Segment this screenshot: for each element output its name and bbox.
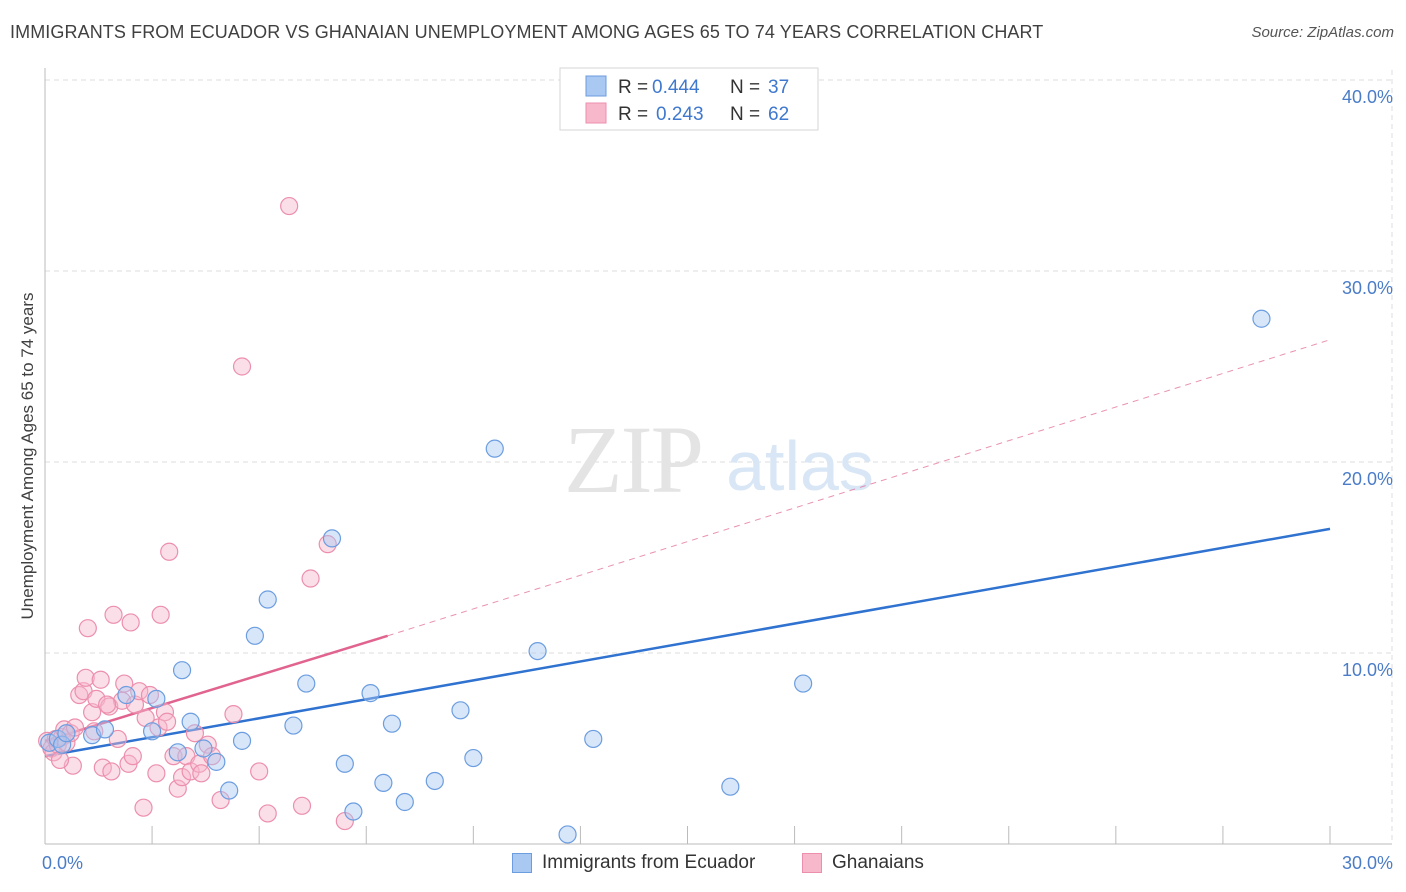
point-ghanaians <box>157 712 177 731</box>
point-ghanaians <box>108 729 127 749</box>
legend-swatch-pink <box>585 102 607 124</box>
legend-swatch-blue <box>585 75 607 97</box>
point-ecuador <box>382 714 402 733</box>
point-ghanaians <box>185 724 205 743</box>
point-ecuador <box>220 781 239 800</box>
x-tick-label: 30.0% <box>1342 853 1393 873</box>
point-ecuador <box>297 674 316 693</box>
point-ecuador <box>284 716 303 735</box>
point-ghanaians <box>151 605 170 624</box>
point-ghanaians <box>98 695 117 714</box>
point-ghanaians <box>134 798 153 817</box>
bottom-legend-item-ecuador: Immigrants from Ecuador <box>512 852 755 874</box>
bottom-legend-label: Ghanaians <box>832 852 924 873</box>
tick-labels: 10.0% 20.0% 30.0% 40.0% 0.0% 30.0% <box>42 87 1393 873</box>
trend-lines <box>44 339 1331 758</box>
watermark-zip: ZIP <box>564 406 702 513</box>
legend-r-value-blue: 0.444 <box>652 77 700 98</box>
point-ecuador <box>142 722 162 741</box>
bottom-legend-swatch-pink <box>802 853 822 873</box>
point-ghanaians <box>76 668 95 687</box>
watermark: ZIP atlas <box>564 406 874 513</box>
point-ghanaians <box>301 569 320 588</box>
point-ecuador <box>172 661 192 680</box>
y-tick-label: 40.0% <box>1342 87 1393 107</box>
point-ecuador <box>258 590 277 609</box>
point-ghanaians <box>258 804 277 823</box>
legend-n-label: N = <box>730 104 760 125</box>
point-ecuador <box>584 729 603 749</box>
point-ghanaians <box>121 613 140 632</box>
legend-n-value-blue: 37 <box>768 77 789 98</box>
point-ghanaians <box>232 357 252 376</box>
point-ghanaians <box>280 196 299 216</box>
legend-box: R = 0.444 N = 37 R = 0.243 N = 62 <box>559 67 819 131</box>
bottom-legend-swatch-blue <box>512 853 532 873</box>
point-ghanaians <box>93 758 112 777</box>
point-ecuador <box>57 724 76 743</box>
point-ghanaians <box>83 703 102 722</box>
legend-r-label: R = <box>618 104 648 125</box>
point-ecuador <box>147 689 166 708</box>
point-ghanaians <box>123 747 142 766</box>
point-ghanaians <box>250 762 269 781</box>
point-ghanaians <box>115 674 134 693</box>
point-ghanaians <box>160 542 179 561</box>
trend-line-ghanaians <box>44 634 389 743</box>
point-ecuador <box>721 777 740 796</box>
bottom-legend-item-ghanaians: Ghanaians <box>802 852 924 874</box>
point-ecuador <box>1252 309 1271 328</box>
point-ecuador <box>95 720 115 739</box>
trend-line-ecuador <box>44 527 1331 758</box>
point-ecuador <box>53 735 72 754</box>
point-ghanaians <box>104 605 123 624</box>
bottom-legend: Immigrants from Ecuador Ghanaians <box>0 852 1406 878</box>
point-ecuador <box>322 529 342 548</box>
point-ecuador <box>232 731 252 750</box>
point-ecuador <box>558 825 577 844</box>
legend-n-label: N = <box>730 77 760 98</box>
legend-r-value-pink: 0.243 <box>656 104 704 125</box>
point-ecuador <box>395 792 414 812</box>
point-ghanaians <box>192 764 211 783</box>
data-points <box>38 196 1271 844</box>
source-label: Source: ZipAtlas.com <box>1251 24 1394 41</box>
x-tick-label: 0.0% <box>42 853 83 873</box>
point-ecuador <box>168 743 187 762</box>
point-ecuador <box>344 802 363 821</box>
y-tick-label: 30.0% <box>1342 278 1393 298</box>
axes <box>44 68 1392 845</box>
point-ecuador <box>374 773 393 792</box>
point-ecuador <box>335 754 354 773</box>
legend-n-value-pink: 62 <box>768 104 789 125</box>
point-ecuador <box>207 752 226 771</box>
point-ecuador <box>194 739 213 758</box>
watermark-atlas: atlas <box>726 427 874 505</box>
point-ecuador <box>245 626 264 645</box>
point-ghanaians <box>224 705 243 724</box>
point-ecuador <box>794 674 813 693</box>
point-ecuador <box>181 712 200 731</box>
legend-r-label: R = <box>618 77 648 98</box>
y-tick-label: 20.0% <box>1342 469 1393 489</box>
point-ecuador <box>361 684 380 703</box>
point-ghanaians <box>168 779 187 798</box>
bottom-legend-label: Immigrants from Ecuador <box>542 852 756 873</box>
point-ghanaians <box>91 670 110 689</box>
point-ghanaians <box>147 764 166 783</box>
point-ecuador <box>464 748 483 768</box>
chart-title: IMMIGRANTS FROM ECUADOR VS GHANAIAN UNEM… <box>10 22 1044 42</box>
point-ghanaians <box>102 762 121 781</box>
point-ecuador <box>485 439 504 458</box>
y-tick-label: 10.0% <box>1342 660 1393 680</box>
point-ghanaians <box>50 750 70 770</box>
point-ecuador <box>117 685 136 705</box>
point-ecuador <box>528 641 547 661</box>
point-ecuador <box>451 701 470 720</box>
point-ghanaians <box>78 619 97 638</box>
point-ghanaians <box>292 796 312 815</box>
gridlines <box>45 70 1393 844</box>
point-ecuador <box>425 771 444 791</box>
